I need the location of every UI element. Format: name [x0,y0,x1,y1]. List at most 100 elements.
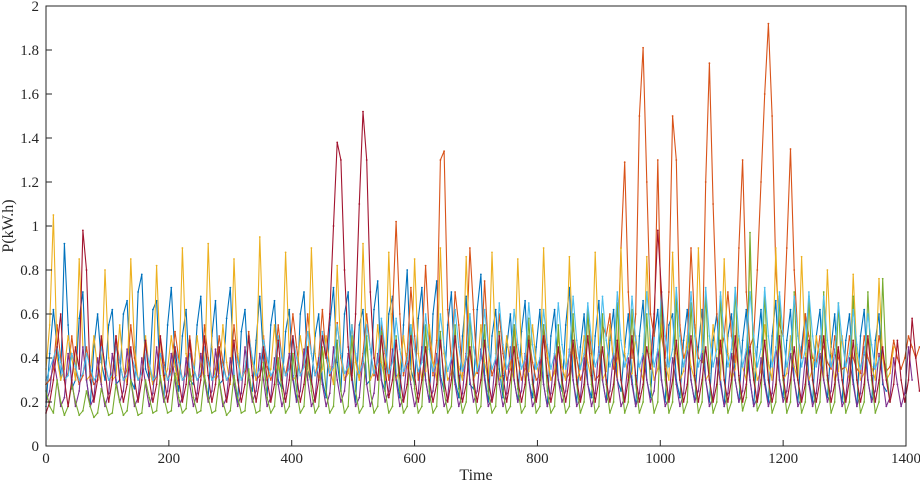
data-point [741,401,744,403]
data-point [387,372,390,375]
data-point [310,405,313,408]
data-point [229,357,232,359]
data-point [575,379,578,381]
data-point [601,379,604,381]
data-point [207,242,210,245]
data-point [808,291,810,293]
data-point [148,361,151,364]
data-point [288,379,291,381]
data-point [682,401,685,403]
data-point [723,379,726,381]
data-point [638,401,641,403]
data-point [443,346,445,348]
data-point [126,383,128,386]
data-point [656,368,659,370]
data-point [104,405,106,408]
data-point [671,251,674,254]
data-point [704,286,707,289]
data-point [67,405,69,408]
data-point [402,401,405,403]
data-point [56,357,58,359]
data-point [535,379,538,381]
data-point [358,412,361,414]
data-point [155,409,158,412]
data-point [671,379,674,381]
data-point [609,390,611,392]
data-point [163,361,165,364]
data-point [262,361,265,364]
x-tick-label: 600 [403,451,426,467]
data-point [572,295,574,298]
data-point [236,405,239,408]
data-point [144,335,147,337]
data-point [819,308,821,311]
data-point [516,343,519,346]
data-point [118,324,121,326]
data-point [774,299,777,302]
data-point [439,247,442,249]
data-point [255,412,257,414]
data-point [74,379,77,381]
data-point [498,335,501,337]
data-point [841,339,843,342]
data-point [155,299,158,302]
data-point [410,286,412,289]
data-point [354,313,357,315]
data-point [745,383,748,386]
data-point [472,401,475,403]
data-point [340,390,342,392]
data-point [181,379,184,381]
data-point [645,291,648,293]
data-point [741,390,744,392]
data-point [527,370,530,373]
series-group [45,110,920,414]
data-point [93,416,95,419]
y-tick-label: 0.8 [20,263,39,279]
data-point [859,335,862,337]
data-point [527,317,530,320]
data-point [649,335,652,337]
data-point [579,379,582,381]
data-point [306,346,309,348]
data-point [763,339,766,342]
data-point [461,335,464,337]
data-point [299,401,302,403]
data-point [738,401,740,403]
data-point [174,372,176,375]
data-point [218,346,221,348]
data-point [837,346,840,348]
data-point [833,383,836,386]
data-point [789,348,792,351]
data-point [52,412,55,414]
data-point [332,225,335,227]
data-point [892,357,895,359]
data-point [185,308,188,311]
data-point [406,269,409,271]
data-point [841,379,843,381]
data-point [815,412,818,414]
data-point [82,409,84,412]
data-point [896,357,899,359]
data-point [432,412,434,414]
data-point [819,379,821,381]
data-point [144,379,147,381]
data-point [395,335,397,337]
data-point [572,379,574,381]
data-point [428,348,431,351]
data-point [421,379,423,381]
data-point [620,247,622,249]
data-point [520,401,523,403]
data-point [819,348,821,351]
data-point [424,313,427,315]
data-point [627,291,630,293]
data-point [258,236,261,238]
data-point [815,365,818,368]
data-point [421,405,423,408]
data-point [85,346,88,348]
data-point [469,346,471,348]
data-point [417,412,420,414]
data-point [535,346,538,348]
data-point [354,352,357,355]
data-point [461,412,464,414]
